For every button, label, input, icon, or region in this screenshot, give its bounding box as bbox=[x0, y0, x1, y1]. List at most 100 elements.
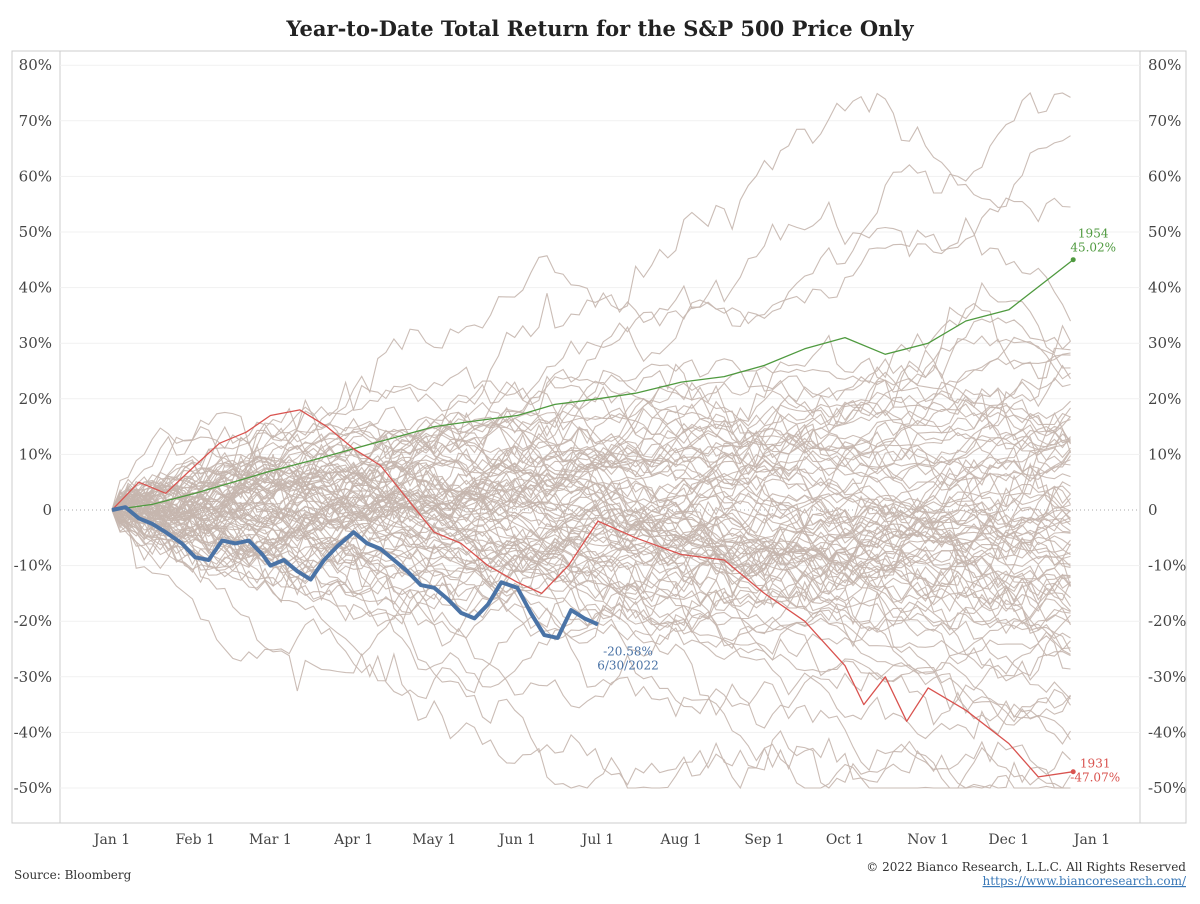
historical-year-line bbox=[111, 503, 1071, 573]
series-1954-line bbox=[111, 259, 1074, 511]
chart-title: Year-to-Date Total Return for the S&P 50… bbox=[285, 16, 914, 41]
x-tick-label: Oct 1 bbox=[826, 832, 864, 848]
y-tick-label-right: 20% bbox=[1148, 390, 1181, 408]
x-tick-label: Dec 1 bbox=[988, 832, 1029, 848]
historical-year-line bbox=[111, 509, 1071, 789]
y-tick-label-left: -10% bbox=[14, 557, 52, 575]
y-tick-label-left: 30% bbox=[19, 334, 52, 352]
x-tick-label: May 1 bbox=[412, 832, 456, 848]
source-note: Source: Bloomberg bbox=[14, 868, 132, 882]
historical-year-line bbox=[111, 478, 1071, 681]
y-tick-label-right: 60% bbox=[1148, 167, 1181, 185]
y-tick-label-right: 80% bbox=[1148, 56, 1181, 74]
historical-year-line bbox=[111, 398, 1072, 557]
historical-year-line bbox=[111, 509, 1071, 790]
label-1954-year: 1954 bbox=[1078, 227, 1109, 241]
historical-year-line bbox=[111, 354, 1071, 513]
historical-year-line bbox=[111, 450, 1071, 597]
historical-year-line bbox=[111, 352, 1071, 511]
x-tick-label: Mar 1 bbox=[249, 832, 292, 848]
y-tick-label-right: 0 bbox=[1148, 501, 1158, 519]
historical-year-line bbox=[111, 92, 1071, 526]
y-tick-label-left: 10% bbox=[19, 445, 52, 463]
label-2022-value: -20.58% bbox=[603, 644, 653, 658]
y-tick-label-right: -40% bbox=[1148, 723, 1186, 741]
y-tick-label-right: -50% bbox=[1148, 779, 1186, 797]
historical-year-line bbox=[111, 428, 1071, 527]
x-tick-label: Jul 1 bbox=[580, 832, 614, 848]
y-tick-label-right: 10% bbox=[1148, 445, 1181, 463]
y-tick-label-right: 50% bbox=[1148, 223, 1181, 241]
historical-year-line bbox=[111, 501, 1071, 741]
y-tick-label-left: 80% bbox=[19, 56, 52, 74]
historical-year-line bbox=[111, 422, 1071, 522]
series-1931-line bbox=[111, 409, 1074, 778]
historical-year-line bbox=[111, 366, 1071, 562]
label-2022-date: 6/30/2022 bbox=[597, 658, 659, 672]
historical-year-line bbox=[111, 371, 1071, 547]
x-tick-label: Nov 1 bbox=[907, 832, 949, 848]
y-tick-label-left: 40% bbox=[19, 279, 52, 297]
historical-year-line bbox=[111, 497, 1071, 677]
y-tick-label-right: 30% bbox=[1148, 334, 1181, 352]
historical-year-line bbox=[111, 425, 1071, 550]
y-tick-label-left: -20% bbox=[14, 612, 52, 630]
historical-year-line bbox=[111, 429, 1071, 532]
historical-year-line bbox=[111, 302, 1071, 525]
series-end-dot bbox=[1070, 257, 1076, 263]
x-tick-label: Apr 1 bbox=[333, 832, 373, 848]
x-tick-label: Feb 1 bbox=[175, 832, 215, 848]
website-link[interactable]: https://www.biancoresearch.com/ bbox=[982, 874, 1186, 888]
historical-year-line bbox=[111, 486, 1071, 710]
historical-year-line bbox=[111, 509, 1071, 726]
historical-year-line bbox=[111, 480, 1071, 700]
y-tick-label-right: -20% bbox=[1148, 612, 1186, 630]
x-axis: Jan 1 Feb 1 Mar 1 Apr 1 May 1 Jun 1 Jul 1 Aug 1… bbox=[92, 832, 1110, 848]
y-tick-label-right: 70% bbox=[1148, 112, 1181, 130]
y-axis-right: 80% 70% 60% 50% 40% 30% 20% 10% 0 -10% -20% -30% -40… bbox=[1148, 56, 1186, 797]
x-tick-label: Jan 1 bbox=[92, 832, 130, 848]
y-tick-label-left: -30% bbox=[14, 668, 52, 686]
historical-year-line bbox=[111, 453, 1072, 644]
series-2022-line bbox=[111, 505, 599, 640]
historical-year-line bbox=[111, 468, 1071, 579]
x-tick-label: Jan 1 bbox=[1072, 832, 1110, 848]
y-tick-label-left: -50% bbox=[14, 779, 52, 797]
highlight-series-group bbox=[111, 257, 1076, 778]
y-axis-left: 80% 70% 60% 50% 40% 30% 20% 10% 0 -10% -20% -30% -40… bbox=[14, 56, 52, 797]
historical-year-line bbox=[111, 498, 1071, 615]
chart-frame bbox=[11, 50, 1187, 824]
label-1954-value: 45.02% bbox=[1070, 241, 1116, 255]
x-tick-label: Jun 1 bbox=[497, 832, 536, 848]
y-tick-label-left: -40% bbox=[14, 723, 52, 741]
historical-year-line bbox=[111, 197, 1071, 521]
historical-year-line bbox=[111, 407, 1071, 519]
historical-year-line bbox=[111, 418, 1071, 521]
historical-year-line bbox=[111, 457, 1071, 515]
historical-year-line bbox=[111, 376, 1071, 511]
label-1931-value: -47.07% bbox=[1070, 771, 1120, 785]
y-tick-label-left: 0 bbox=[42, 501, 52, 519]
label-1931-year: 1931 bbox=[1080, 757, 1111, 771]
y-tick-label-right: -30% bbox=[1148, 668, 1186, 686]
historical-year-line bbox=[111, 499, 1071, 657]
historical-year-line bbox=[111, 487, 1071, 596]
gridlines bbox=[60, 64, 1140, 789]
y-tick-label-left: 70% bbox=[19, 112, 52, 130]
copyright-note: © 2022 Bianco Research, L.L.C. All Right… bbox=[866, 860, 1186, 874]
series-end-dot bbox=[1070, 769, 1076, 775]
historical-year-line bbox=[111, 500, 1071, 635]
historical-year-line bbox=[111, 481, 1071, 569]
x-tick-label: Sep 1 bbox=[744, 832, 784, 848]
historical-year-line bbox=[111, 447, 1071, 529]
y-tick-label-left: 50% bbox=[19, 223, 52, 241]
y-tick-label-right: 40% bbox=[1148, 279, 1181, 297]
y-tick-label-left: 20% bbox=[19, 390, 52, 408]
historical-year-line bbox=[111, 216, 1071, 511]
historical-year-line bbox=[111, 420, 1071, 613]
historical-year-line bbox=[111, 477, 1071, 789]
x-tick-label: Aug 1 bbox=[659, 832, 701, 848]
y-tick-label-right: -10% bbox=[1148, 557, 1186, 575]
